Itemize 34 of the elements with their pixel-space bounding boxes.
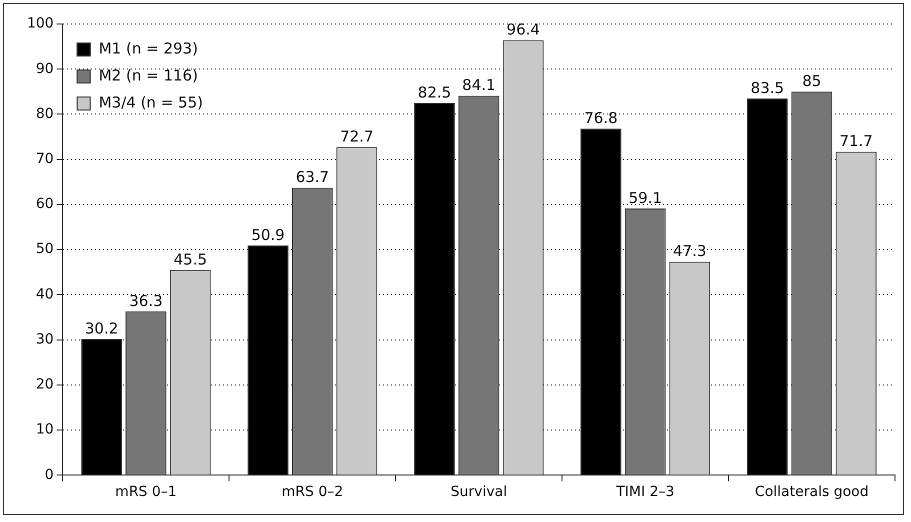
y-tick-label: 80 (36, 106, 54, 122)
x-tick-label: Collaterals good (754, 484, 869, 500)
data-label: 45.5 (174, 250, 208, 268)
y-tick-label: 60 (36, 196, 54, 212)
y-tick-label: 40 (36, 286, 54, 302)
data-label: 59.1 (628, 188, 662, 207)
y-tick-label: 70 (36, 151, 54, 167)
y-tick-label: 10 (36, 422, 54, 438)
data-label: 47.3 (673, 242, 706, 260)
y-tick-label: 20 (36, 376, 54, 393)
data-label: 76.8 (584, 109, 618, 128)
x-tick-label: mRS 0–2 (282, 484, 344, 500)
data-label: 50.9 (251, 226, 285, 244)
data-label: 71.7 (839, 132, 873, 150)
y-tick-label: 100 (26, 16, 54, 32)
y-tick-label: 0 (44, 466, 54, 483)
x-tick-label: Survival (450, 484, 508, 500)
data-label: 72.7 (340, 128, 374, 146)
legend-label: M2 (n = 116) (98, 66, 198, 84)
data-label: 83.5 (750, 78, 784, 97)
data-label: 96.4 (506, 20, 540, 39)
y-tick-label: 30 (36, 331, 54, 348)
data-label: 30.2 (84, 319, 118, 338)
data-label: 36.3 (129, 292, 163, 310)
x-tick-label: TIMI 2–3 (615, 484, 674, 500)
data-label: 63.7 (296, 168, 330, 186)
data-label: 82.5 (418, 83, 452, 102)
legend-label: M1 (n = 293) (98, 39, 198, 58)
y-tick-label: 50 (36, 241, 54, 258)
legend-label: M3/4 (n = 55) (98, 93, 203, 112)
x-tick-label: mRS 0–1 (115, 484, 177, 500)
data-label: 84.1 (462, 76, 496, 94)
y-tick-label: 90 (36, 60, 54, 77)
data-label: 85 (802, 72, 822, 90)
